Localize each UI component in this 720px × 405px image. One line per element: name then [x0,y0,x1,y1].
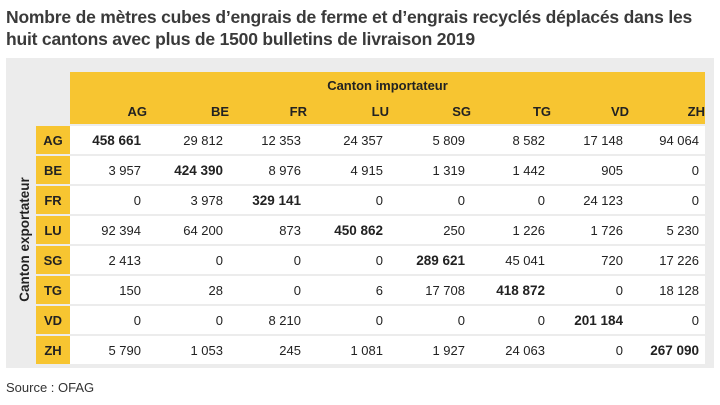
row-header-vd: VD [36,306,70,336]
table-cell: 150 [70,276,147,306]
corner-cell [36,98,70,126]
column-header-row: AG BE FR LU SG TG VD ZH [36,98,705,126]
table-cell: 24 123 [551,186,629,216]
column-header-be: BE [147,98,229,126]
table-cell: 28 [147,276,229,306]
table-cell: 94 064 [629,126,705,156]
table-cell: 1 319 [389,156,471,186]
row-header-lu: LU [36,216,70,246]
table-cell: 92 394 [70,216,147,246]
table-row: LU 92 394 64 200 873 450 862 250 1 226 1 726 5 2… [36,216,705,246]
row-header-sg: SG [36,246,70,276]
table-cell: 4 915 [307,156,389,186]
chart-title: Nombre de mètres cubes d’engrais de ferm… [6,7,693,49]
table-cell: 0 [147,306,229,336]
row-header-zh: ZH [36,336,70,366]
table-cell: 289 621 [389,246,471,276]
table-cell: 0 [551,276,629,306]
table-cell: 0 [307,246,389,276]
table-cell: 1 053 [147,336,229,366]
table-cell: 1 726 [551,216,629,246]
table-cell: 0 [70,306,147,336]
table-cell: 720 [551,246,629,276]
column-header-ag: AG [70,98,147,126]
column-group-header-row: Canton importateur [36,72,705,98]
table-cell: 3 978 [147,186,229,216]
table-cell: 0 [147,246,229,276]
table-cell: 418 872 [471,276,551,306]
table-row: TG 150 28 0 6 17 708 418 872 0 18 128 [36,276,705,306]
table-cell: 1 442 [471,156,551,186]
table-row: FR 0 3 978 329 141 0 0 0 24 123 0 [36,186,705,216]
table-cell: 17 708 [389,276,471,306]
table-cell: 12 353 [229,126,307,156]
table-cell: 0 [471,186,551,216]
column-header-sg: SG [389,98,471,126]
table-cell: 0 [471,306,551,336]
table-cell: 6 [307,276,389,306]
table-cell: 0 [629,186,705,216]
table-cell: 3 957 [70,156,147,186]
table-cell: 1 226 [471,216,551,246]
table-cell: 2 413 [70,246,147,276]
table-row: SG 2 413 0 0 0 289 621 45 041 720 17 226 [36,246,705,276]
table-cell: 0 [551,336,629,366]
row-header-be: BE [36,156,70,186]
row-group-label-text: Canton exportateur [16,176,32,302]
table-cell: 0 [389,306,471,336]
table-cell: 17 148 [551,126,629,156]
column-header-fr: FR [229,98,307,126]
row-header-ag: AG [36,126,70,156]
table-cell: 5 230 [629,216,705,246]
table-cell: 8 976 [229,156,307,186]
table-cell: 424 390 [147,156,229,186]
table-cell: 8 210 [229,306,307,336]
table-cell: 0 [229,246,307,276]
table-cell: 29 812 [147,126,229,156]
table-cell: 45 041 [471,246,551,276]
table-cell: 873 [229,216,307,246]
table-row: ZH 5 790 1 053 245 1 081 1 927 24 063 0 267 090 [36,336,705,366]
column-header-zh: ZH [629,98,705,126]
table-cell: 24 357 [307,126,389,156]
table-cell: 458 661 [70,126,147,156]
table-row: VD 0 0 8 210 0 0 0 201 184 0 [36,306,705,336]
table-cell: 0 [629,306,705,336]
column-header-vd: VD [551,98,629,126]
table-cell: 0 [229,276,307,306]
table-cell: 5 790 [70,336,147,366]
table-cell: 17 226 [629,246,705,276]
table-cell: 250 [389,216,471,246]
data-table: Canton importateur AG BE FR LU SG TG VD ZH AG 45… [36,72,705,366]
table-cell: 201 184 [551,306,629,336]
row-header-tg: TG [36,276,70,306]
corner-cell [36,72,70,98]
table-cell: 267 090 [629,336,705,366]
column-header-tg: TG [471,98,551,126]
table-cell: 905 [551,156,629,186]
table-cell: 5 809 [389,126,471,156]
table-cell: 0 [70,186,147,216]
table-cell: 8 582 [471,126,551,156]
table-row: BE 3 957 424 390 8 976 4 915 1 319 1 442 905 0 [36,156,705,186]
table-cell: 450 862 [307,216,389,246]
table-cell: 0 [307,306,389,336]
table-cell: 329 141 [229,186,307,216]
row-group-label: Canton exportateur [12,120,36,358]
column-header-lu: LU [307,98,389,126]
table-cell: 1 927 [389,336,471,366]
table-cell: 0 [389,186,471,216]
table-cell: 0 [629,156,705,186]
source-note: Source : OFAG [6,380,95,395]
row-header-fr: FR [36,186,70,216]
table-row: AG 458 661 29 812 12 353 24 357 5 809 8 582 17 … [36,126,705,156]
table-cell: 1 081 [307,336,389,366]
table-cell: 18 128 [629,276,705,306]
table-body: AG 458 661 29 812 12 353 24 357 5 809 8 582 17 … [36,126,705,366]
column-group-label: Canton importateur [70,72,705,98]
table-cell: 24 063 [471,336,551,366]
table-cell: 64 200 [147,216,229,246]
table-cell: 245 [229,336,307,366]
table-cell: 0 [307,186,389,216]
